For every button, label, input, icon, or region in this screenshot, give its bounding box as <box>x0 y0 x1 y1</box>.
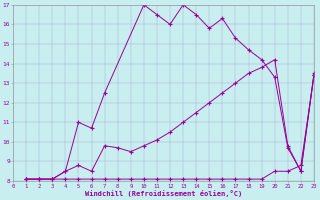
X-axis label: Windchill (Refroidissement éolien,°C): Windchill (Refroidissement éolien,°C) <box>85 190 242 197</box>
